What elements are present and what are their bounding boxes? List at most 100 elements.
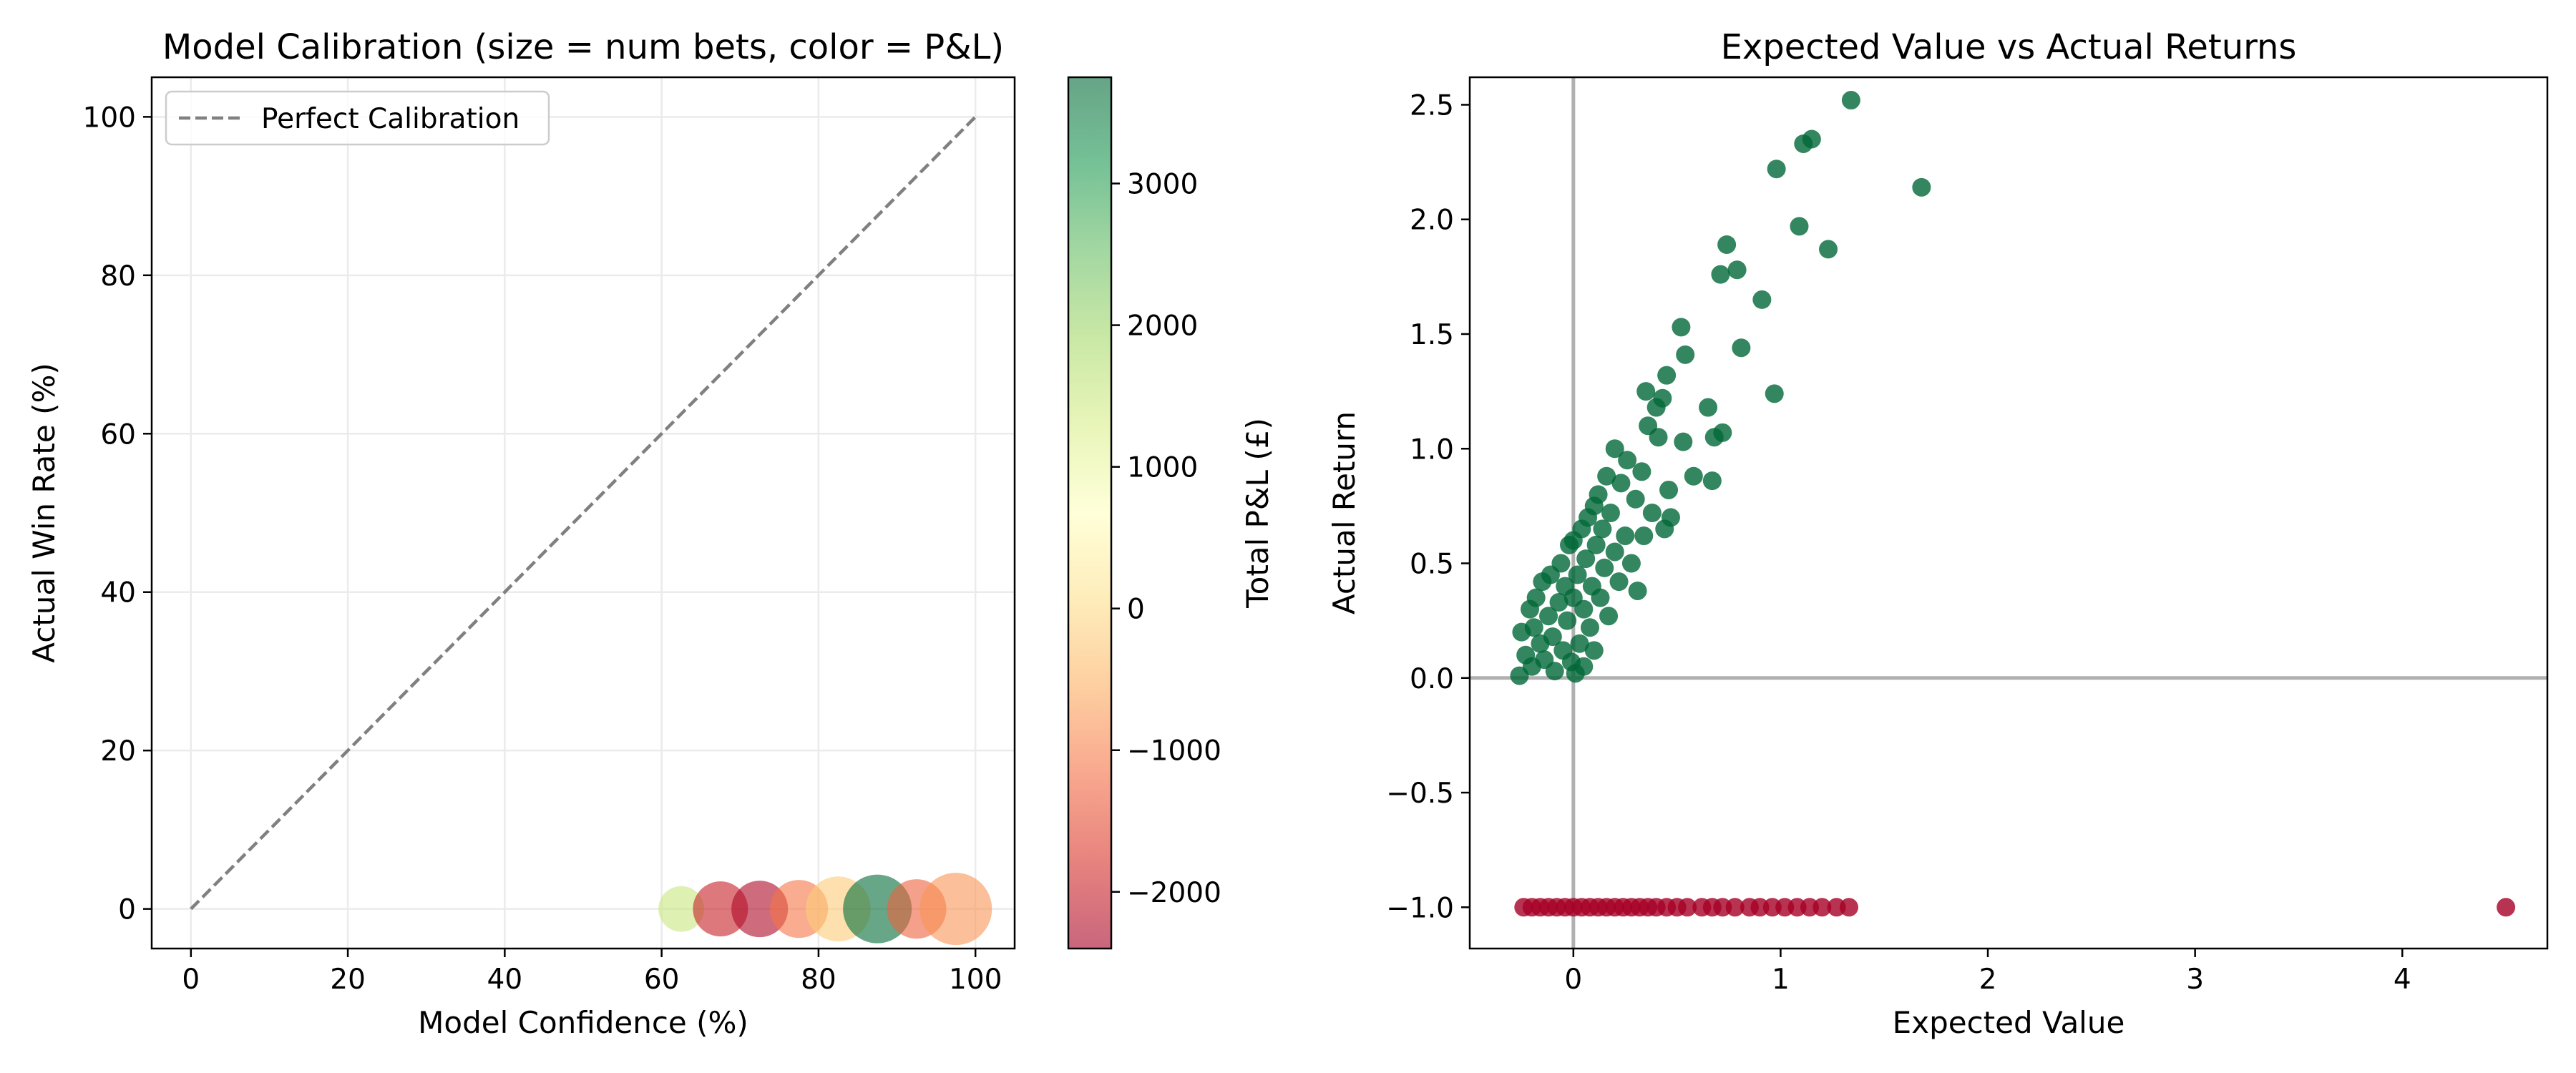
- ev-point-0-58: [1649, 428, 1668, 447]
- colorbar-label: Total P&L (£): [1240, 418, 1275, 609]
- calibration-x-ticks: 0 20 40 60 80 100: [182, 949, 1002, 996]
- ev-y-tick-label-5: 1.5: [1410, 319, 1454, 351]
- ev-point-0-44: [1605, 439, 1624, 459]
- ev-point-0-31: [1580, 618, 1599, 637]
- perfect-calibration-line: [190, 115, 977, 911]
- ev-point-0-52: [1632, 462, 1652, 481]
- ev-point-0-53: [1634, 526, 1654, 546]
- ev-point-0-61: [1657, 366, 1677, 385]
- ev-x-ticks: 0 1 2 3 4: [1564, 949, 2411, 996]
- ev-point-0-74: [1727, 260, 1747, 280]
- ev-point-0-76: [1752, 290, 1772, 309]
- calibration-x-axis-label: Model Confidence (%): [418, 1005, 748, 1040]
- ev-point-0-12: [1543, 627, 1562, 647]
- calibration-bubble-7: [919, 873, 992, 946]
- ev-plot-frame: [1468, 76, 2549, 950]
- ev-point-0-34: [1584, 641, 1604, 660]
- ev-point-0-69: [1702, 471, 1722, 491]
- ev-point-0-68: [1699, 398, 1718, 417]
- ev-point-0-13: [1545, 662, 1564, 681]
- ev-point-0-59: [1653, 388, 1672, 408]
- y-tick-label-5: 100: [83, 102, 136, 134]
- y-tick-label-2: 40: [100, 577, 136, 609]
- ev-point-0-24: [1568, 565, 1587, 584]
- ev-point-0-35: [1586, 535, 1606, 554]
- ev-point-1-33: [2497, 898, 2516, 917]
- ev-point-0-5: [1524, 618, 1543, 637]
- calibration-bubble-1: [693, 881, 748, 937]
- ev-point-0-49: [1621, 554, 1641, 573]
- ev-x-tick-label-2: 2: [1979, 964, 1997, 996]
- colorbar-frame: [1067, 76, 1113, 950]
- ev-point-0-42: [1601, 504, 1620, 522]
- ev-point-0-28: [1574, 657, 1594, 676]
- ev-point-1-32: [1839, 898, 1858, 917]
- ev-point-0-81: [1802, 129, 1821, 149]
- ev-point-0-73: [1717, 235, 1737, 254]
- colorbar-tick-label-1: 2000: [1127, 310, 1198, 343]
- ev-title: Expected Value vs Actual Returns: [1721, 27, 2297, 67]
- ev-point-0-66: [1674, 432, 1693, 451]
- ev-point-0-18: [1558, 611, 1577, 630]
- colorbar-tick-label-0: 3000: [1127, 169, 1198, 201]
- x-tick-label-5: 100: [949, 964, 1002, 996]
- ev-point-0-6: [1526, 588, 1546, 607]
- ev-point-0-50: [1626, 489, 1645, 509]
- ev-point-0-25: [1570, 634, 1589, 653]
- calibration-plot-frame: [150, 76, 1016, 950]
- ev-x-tick-label-4: 4: [2394, 964, 2411, 996]
- legend-label: Perfect Calibration: [261, 103, 519, 135]
- ev-return-points: [1510, 91, 2516, 917]
- legend-box: [165, 90, 550, 146]
- ev-point-0-38: [1593, 519, 1612, 539]
- ev-point-1-23: [1725, 898, 1745, 917]
- ev-point-0-51: [1628, 581, 1647, 600]
- ev-point-1-19: [1678, 898, 1697, 917]
- ev-point-0-62: [1659, 480, 1679, 499]
- colorbar-tick-label-2: 1000: [1127, 452, 1198, 484]
- ev-point-0-64: [1672, 318, 1691, 337]
- ev-point-0-56: [1642, 504, 1662, 522]
- colorbar-tick-label-5: −2000: [1127, 877, 1221, 909]
- ev-point-0-48: [1618, 451, 1637, 470]
- x-tick-label-3: 60: [644, 964, 680, 996]
- ev-point-0-79: [1790, 217, 1809, 236]
- ev-y-tick-label-7: 2.5: [1410, 89, 1454, 122]
- calibration-title: Model Calibration (size = num bets, colo…: [162, 27, 1004, 67]
- ev-point-0-63: [1661, 508, 1680, 527]
- ev-x-tick-label-1: 1: [1772, 964, 1790, 996]
- calibration-y-axis-label: Actual Win Rate (%): [26, 363, 62, 663]
- ev-y-tick-label-2: 0.0: [1410, 663, 1454, 695]
- ev-y-tick-label-3: 0.5: [1410, 549, 1454, 581]
- calibration-bubbles: [658, 873, 992, 946]
- y-tick-label-4: 80: [100, 260, 136, 293]
- ev-point-0-41: [1599, 607, 1619, 626]
- ev-point-0-27: [1574, 599, 1594, 619]
- pnl-colorbar: 3000 2000 1000 0 −1000 −2000 Total P&L (£): [1067, 76, 1275, 950]
- y-tick-label-0: 0: [118, 894, 136, 926]
- ev-point-0-71: [1711, 265, 1730, 284]
- colorbar-tick-label-3: 0: [1127, 594, 1145, 626]
- calibration-legend: Perfect Calibration: [165, 90, 550, 146]
- ev-point-0-54: [1636, 382, 1656, 401]
- y-tick-label-3: 60: [100, 418, 136, 451]
- ev-point-0-65: [1676, 345, 1695, 364]
- ev-point-0-84: [1912, 177, 1931, 197]
- calibration-y-ticks: 0 20 40 60 80 100: [83, 102, 152, 926]
- ev-y-tick-label-1: −0.5: [1386, 778, 1454, 810]
- ev-point-0-77: [1765, 384, 1784, 403]
- y-tick-label-1: 20: [100, 735, 136, 768]
- colorbar-gradient: [1068, 77, 1111, 949]
- ev-y-ticks: −1.0 −0.5 0.0 0.5 1.0 1.5 2.0 2.5: [1386, 89, 1470, 924]
- ev-point-0-37: [1591, 588, 1610, 607]
- ev-point-0-39: [1595, 558, 1614, 577]
- ev-point-0-29: [1576, 549, 1596, 569]
- ev-point-0-14: [1549, 593, 1568, 612]
- ev-point-0-45: [1609, 572, 1629, 592]
- ev-point-0-78: [1767, 160, 1786, 179]
- ev-y-axis-label: Actual Return: [1327, 411, 1362, 614]
- ev-returns-chart: 0 1 2 3 4 −1.0 −0.5 0.0 0.5 1.0 1.5 2.0 2.5 Expecte…: [1327, 27, 2549, 1040]
- x-tick-label-0: 0: [182, 964, 200, 996]
- ev-point-0-36: [1589, 485, 1608, 504]
